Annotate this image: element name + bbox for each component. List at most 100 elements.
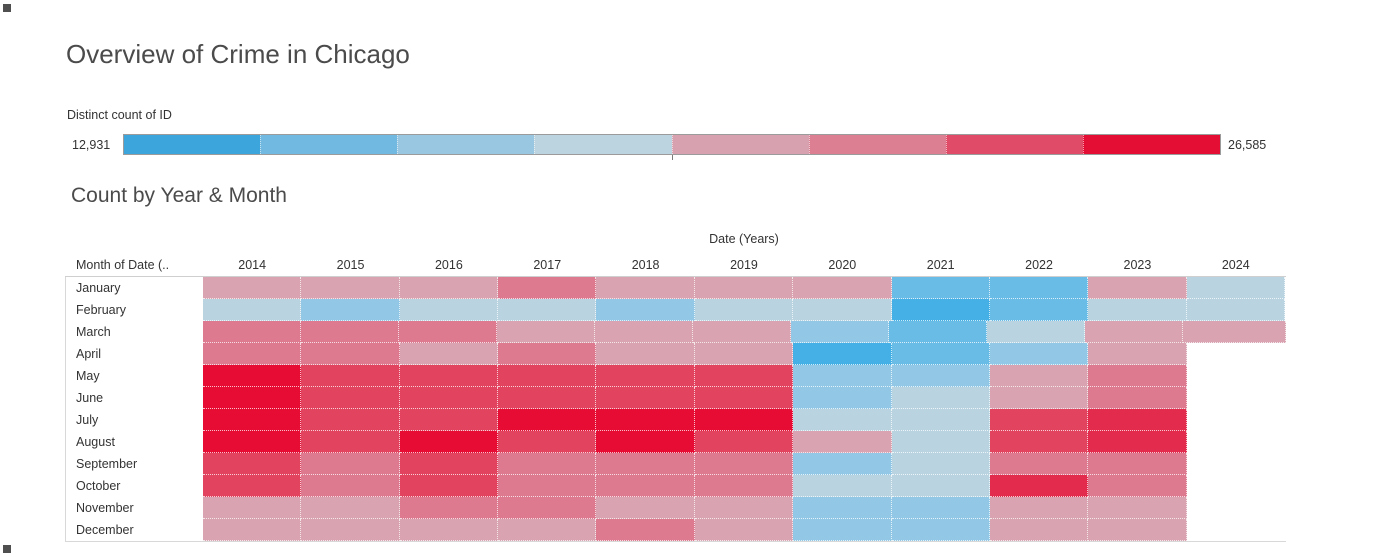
column-header-year-2016[interactable]: 2016 <box>434 258 463 272</box>
heatmap-cell[interactable] <box>301 453 400 475</box>
heatmap-cell[interactable] <box>202 321 301 343</box>
row-label-july[interactable]: July <box>76 413 99 427</box>
row-label-april[interactable]: April <box>76 347 102 361</box>
heatmap-cell[interactable] <box>203 475 302 497</box>
heatmap-cell[interactable] <box>793 475 892 497</box>
heatmap-cell[interactable] <box>596 365 695 387</box>
heatmap-cell[interactable] <box>694 453 794 475</box>
heatmap-cell[interactable] <box>596 409 695 431</box>
heatmap-cell[interactable] <box>1088 343 1187 365</box>
heatmap-cell[interactable] <box>1088 475 1187 497</box>
heatmap-cell[interactable] <box>596 343 695 365</box>
column-header-year-2019[interactable]: 2019 <box>730 258 758 272</box>
heatmap-cell[interactable] <box>301 519 400 541</box>
heatmap-cell[interactable] <box>496 321 595 343</box>
heatmap-cell[interactable] <box>596 453 695 475</box>
heatmap-cell[interactable] <box>891 365 990 387</box>
heatmap-cell[interactable] <box>694 475 794 497</box>
heatmap-cell[interactable] <box>498 453 597 475</box>
heatmap-cell[interactable] <box>301 497 400 519</box>
heatmap-cell[interactable] <box>793 387 892 409</box>
heatmap-cell[interactable] <box>203 277 302 299</box>
heatmap-cell[interactable] <box>793 453 892 475</box>
heatmap-cell[interactable] <box>498 343 597 365</box>
row-label-may[interactable]: May <box>76 369 100 383</box>
heatmap-cell[interactable] <box>203 365 302 387</box>
heatmap-cell[interactable] <box>203 343 302 365</box>
heatmap-cell[interactable] <box>891 475 990 497</box>
heatmap-cell[interactable] <box>301 277 400 299</box>
row-label-march[interactable]: March <box>76 325 111 339</box>
heatmap-cell[interactable] <box>891 497 990 519</box>
heatmap-cell[interactable] <box>498 365 597 387</box>
heatmap-cell[interactable] <box>891 343 990 365</box>
heatmap-cell[interactable] <box>989 277 1089 299</box>
heatmap-cell[interactable] <box>498 387 597 409</box>
heatmap-cell[interactable] <box>498 299 597 321</box>
column-header-year-2020[interactable]: 2020 <box>828 258 857 272</box>
column-header-year-2021[interactable]: 2021 <box>926 258 955 272</box>
heatmap-cell[interactable] <box>203 519 302 541</box>
heatmap-cell[interactable] <box>498 519 597 541</box>
heatmap-cell[interactable] <box>989 387 1089 409</box>
heatmap-cell[interactable] <box>1088 277 1187 299</box>
heatmap-cell[interactable] <box>203 497 302 519</box>
heatmap-cell[interactable] <box>301 365 400 387</box>
row-label-june[interactable]: June <box>76 391 104 405</box>
heatmap-cell[interactable] <box>1088 409 1187 431</box>
heatmap-cell[interactable] <box>793 343 892 365</box>
heatmap-cell[interactable] <box>891 519 990 541</box>
heatmap-cell[interactable] <box>399 277 499 299</box>
heatmap-cell[interactable] <box>694 343 794 365</box>
heatmap-cell[interactable] <box>694 519 794 541</box>
heatmap-cell[interactable] <box>989 343 1089 365</box>
column-header-year-2024[interactable]: 2024 <box>1221 258 1250 272</box>
heatmap-cell[interactable] <box>793 365 892 387</box>
heatmap-cell[interactable] <box>694 497 794 519</box>
heatmap-cell[interactable] <box>989 431 1089 453</box>
heatmap-cell[interactable] <box>399 343 499 365</box>
heatmap-cell[interactable] <box>790 321 889 343</box>
heatmap-cell[interactable] <box>399 431 499 453</box>
heatmap-cell[interactable] <box>399 475 499 497</box>
heatmap-cell[interactable] <box>694 299 794 321</box>
heatmap-cell[interactable] <box>1088 365 1187 387</box>
heatmap-cell[interactable] <box>891 453 990 475</box>
heatmap-cell[interactable] <box>1088 519 1187 541</box>
heatmap-cell[interactable] <box>1088 497 1187 519</box>
heatmap-cell[interactable] <box>596 431 695 453</box>
heatmap-cell[interactable] <box>399 387 499 409</box>
column-header-year-2022[interactable]: 2022 <box>1025 258 1053 272</box>
heatmap-cell[interactable] <box>793 519 892 541</box>
heatmap-cell[interactable] <box>498 409 597 431</box>
heatmap-cell[interactable] <box>301 387 400 409</box>
heatmap-cell[interactable] <box>301 475 400 497</box>
heatmap-cell[interactable] <box>498 475 597 497</box>
row-label-september[interactable]: September <box>76 457 138 471</box>
heatmap-cell[interactable] <box>989 453 1089 475</box>
heatmap-cell[interactable] <box>986 321 1085 343</box>
heatmap-cell[interactable] <box>203 453 302 475</box>
column-header-year-2014[interactable]: 2014 <box>238 258 267 272</box>
heatmap-cell[interactable] <box>596 387 695 409</box>
heatmap-cell[interactable] <box>596 475 695 497</box>
heatmap-cell[interactable] <box>891 431 990 453</box>
row-label-january[interactable]: January <box>76 281 121 295</box>
heatmap-cell[interactable] <box>399 519 499 541</box>
heatmap-cell[interactable] <box>793 299 892 321</box>
heatmap-cell[interactable] <box>694 387 794 409</box>
heatmap-cell[interactable] <box>498 277 597 299</box>
column-header-year-2023[interactable]: 2023 <box>1123 258 1152 272</box>
heatmap-cell[interactable] <box>1085 321 1184 343</box>
heatmap-cell[interactable] <box>1088 453 1187 475</box>
heatmap-cell[interactable] <box>692 321 791 343</box>
heatmap-cell[interactable] <box>793 277 892 299</box>
heatmap-cell[interactable] <box>989 409 1089 431</box>
heatmap-cell[interactable] <box>498 431 597 453</box>
heatmap-cell[interactable] <box>793 497 892 519</box>
heatmap-cell[interactable] <box>399 365 499 387</box>
heatmap-cell[interactable] <box>694 431 794 453</box>
heatmap-cell[interactable] <box>596 519 695 541</box>
column-header-year-2018[interactable]: 2018 <box>631 258 660 272</box>
row-label-december[interactable]: December <box>76 523 134 537</box>
